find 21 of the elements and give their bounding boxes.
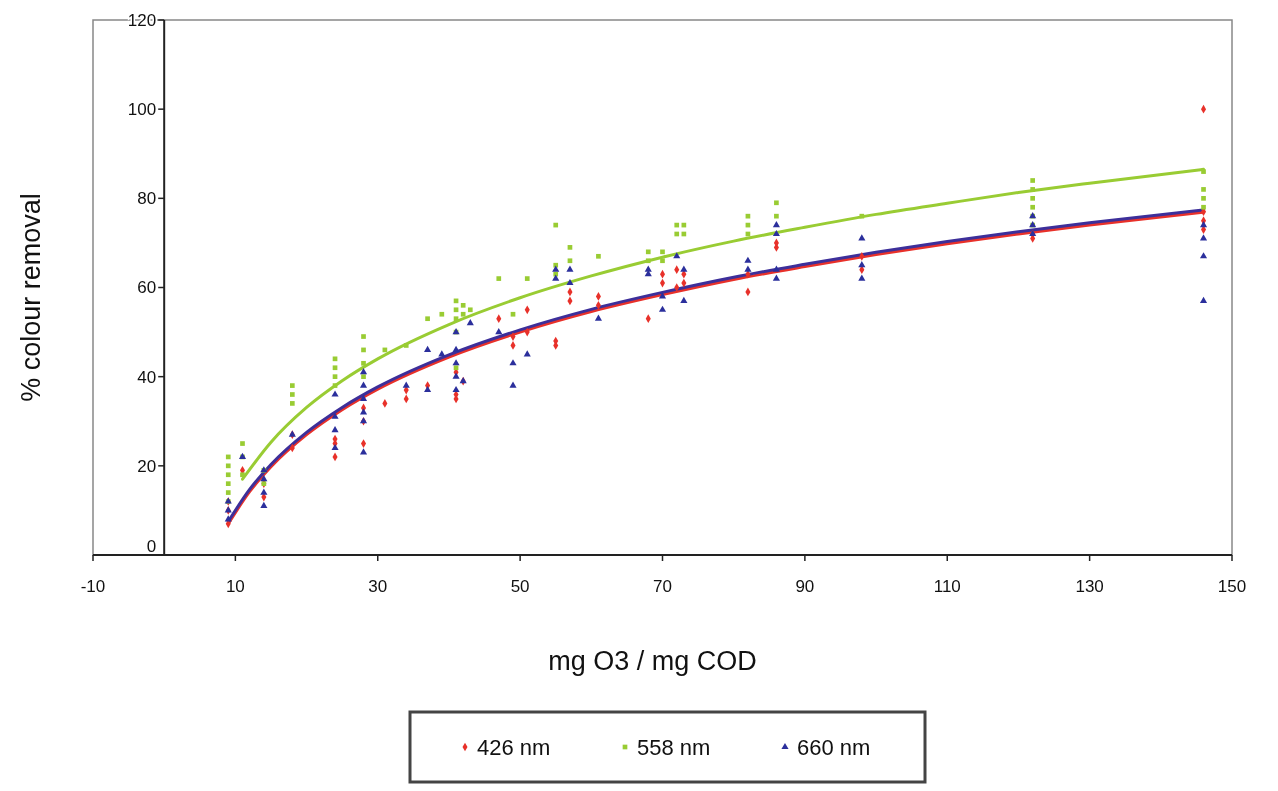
x-tick-label: 150 bbox=[1217, 577, 1247, 596]
y-tick-label: 20 bbox=[137, 456, 157, 476]
y-tick-label: 40 bbox=[137, 367, 157, 387]
y-tick-label: 80 bbox=[137, 189, 157, 209]
x-tick-label: -10 bbox=[80, 577, 106, 596]
legend-label: 660 nm bbox=[797, 734, 871, 760]
y-axis-title: % colour removal bbox=[16, 193, 46, 402]
x-tick-label: 130 bbox=[1075, 577, 1104, 596]
y-tick-label: 60 bbox=[137, 278, 157, 298]
x-axis-title: mg O3 / mg COD bbox=[548, 646, 757, 676]
x-tick-label: 70 bbox=[653, 577, 672, 596]
x-tick-label: 90 bbox=[795, 577, 815, 596]
x-tick-label: 10 bbox=[225, 577, 245, 596]
x-tick-label: 110 bbox=[933, 577, 961, 596]
x-tick-label: 30 bbox=[368, 577, 388, 596]
legend-label: 558 nm bbox=[637, 734, 711, 760]
x-tick-label: 50 bbox=[510, 577, 530, 596]
y-tick-label: 120 bbox=[127, 10, 157, 30]
y-tick-label: 100 bbox=[127, 100, 157, 120]
y-tick-label: 0 bbox=[146, 536, 157, 556]
legend-label: 426 nm bbox=[477, 734, 551, 760]
